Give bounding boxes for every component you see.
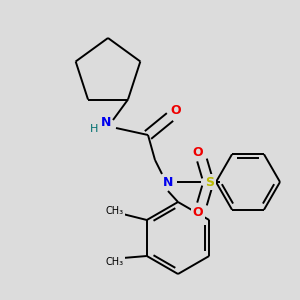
Text: O: O	[171, 104, 181, 118]
Text: O: O	[193, 206, 203, 218]
Text: CH₃: CH₃	[106, 206, 124, 216]
Text: N: N	[163, 176, 173, 188]
Text: CH₃: CH₃	[106, 257, 124, 267]
Text: N: N	[101, 116, 111, 130]
Text: H: H	[90, 124, 98, 134]
Text: O: O	[193, 146, 203, 158]
Text: S: S	[206, 176, 214, 188]
